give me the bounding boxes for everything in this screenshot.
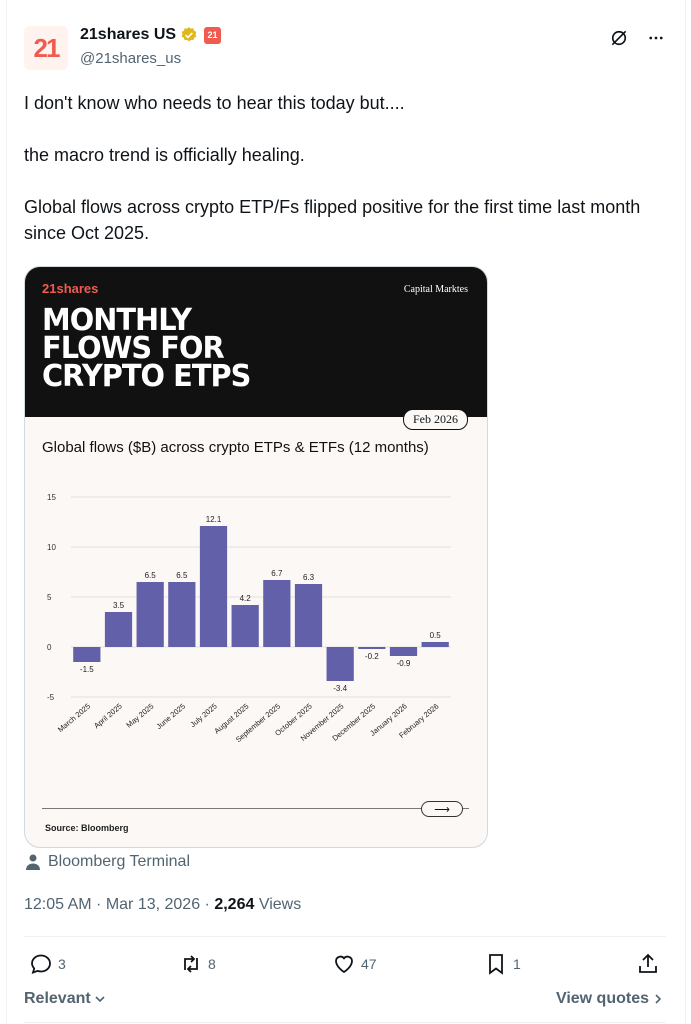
bar: [358, 647, 386, 649]
location-label[interactable]: Bloomberg Terminal: [48, 853, 190, 870]
data-label: -0.2: [365, 652, 379, 661]
action-bar: 3 8 47 1: [24, 952, 666, 978]
post-line: Global flows across crypto ETP/Fs flippe…: [24, 197, 641, 243]
data-label: 6.3: [303, 573, 315, 582]
view-quotes-link[interactable]: View quotes: [556, 990, 663, 1008]
bar: [73, 647, 101, 662]
bar: [104, 612, 133, 647]
chevron-right-icon: [655, 994, 662, 1004]
repost-button[interactable]: 8: [179, 952, 216, 976]
x-tick-label: July 2025: [188, 702, 218, 730]
bar: [168, 582, 196, 647]
y-tick-label: 15: [47, 493, 56, 502]
card-header: 21shares Capital Marktes MONTHLY FLOWS F…: [25, 267, 487, 417]
like-count: 47: [361, 956, 377, 972]
data-label: -0.9: [397, 659, 411, 668]
chart-title: Global flows ($B) across crypto ETPs & E…: [42, 439, 429, 456]
data-label: -1.5: [80, 665, 94, 674]
post-frame: [6, 0, 686, 1024]
location-row[interactable]: Bloomberg Terminal: [26, 853, 190, 871]
data-label: 6.7: [271, 569, 283, 578]
y-tick-label: 5: [47, 593, 52, 602]
post-line: the macro trend is officially healing.: [24, 145, 305, 165]
chart-source: Source: Bloomberg: [45, 823, 129, 833]
card-headline: MONTHLY FLOWS FOR CRYPTO ETPS: [42, 303, 251, 394]
y-tick-label: -5: [47, 693, 55, 702]
data-label: 6.5: [176, 571, 188, 580]
bar-chart: 15 10 5 0 -5 -1.5 March 2025 3.5 April 2025 6.5 Ma…: [47, 493, 451, 744]
x-tick-label: March 2025: [56, 702, 92, 734]
bookmark-icon: [489, 954, 503, 975]
org-badge-icon[interactable]: 21: [204, 26, 222, 44]
arrow-right-icon: ⟶: [421, 801, 463, 817]
sort-dropdown[interactable]: Relevant: [24, 990, 106, 1008]
avatar[interactable]: 21: [24, 26, 68, 70]
x-tick-label: June 2025: [154, 702, 187, 731]
repost-count: 8: [208, 956, 216, 972]
data-label: 12.1: [206, 515, 222, 524]
data-label: 4.2: [240, 594, 252, 603]
data-label: -3.4: [333, 684, 347, 693]
post-line: I don't know who needs to hear this toda…: [24, 93, 405, 113]
y-tick-label: 0: [47, 643, 52, 652]
reply-button[interactable]: 3: [29, 952, 66, 976]
post-meta: 12:05 AM · Mar 13, 2026 · 2,264 Views: [24, 896, 301, 914]
sort-label: Relevant: [24, 990, 91, 1007]
heart-icon: [335, 955, 353, 974]
y-tick-label: 10: [47, 543, 56, 552]
bookmark-count: 1: [513, 956, 521, 972]
post-time[interactable]: 12:05 AM · Mar 13, 2026 ·: [24, 896, 215, 913]
author-handle[interactable]: @21shares_us: [80, 50, 182, 67]
divider: [24, 936, 666, 937]
view-quotes-label: View quotes: [555, 990, 649, 1007]
repost-icon: [184, 955, 198, 973]
views-count: 2,264: [214, 896, 255, 913]
reply-icon: [31, 954, 51, 974]
x-tick-label: April 2025: [92, 702, 124, 731]
views-label: Views: [254, 896, 302, 913]
post-text: I don't know who needs to hear this toda…: [24, 90, 664, 246]
bar: [294, 584, 323, 647]
media-card[interactable]: 21shares Capital Marktes MONTHLY FLOWS F…: [24, 266, 488, 848]
divider: [42, 808, 469, 809]
share-button[interactable]: [636, 952, 660, 976]
x-tick-label: May 2025: [124, 702, 155, 730]
section-label: Capital Marktes: [403, 284, 468, 295]
chevron-down-icon: [95, 996, 105, 1003]
bar: [326, 647, 354, 681]
share-icon: [639, 953, 657, 973]
author-name-row[interactable]: 21shares US 21: [80, 26, 222, 44]
date-pill: Feb 2026: [403, 409, 468, 430]
bar: [389, 647, 418, 656]
data-label: 6.5: [145, 571, 157, 580]
verified-badge-icon: [181, 27, 197, 42]
bar: [263, 580, 291, 647]
author-name[interactable]: 21shares US: [80, 26, 177, 43]
bar: [136, 582, 164, 647]
grok-icon[interactable]: [609, 28, 629, 48]
divider: [24, 1022, 666, 1023]
bookmark-button[interactable]: 1: [484, 952, 521, 976]
more-icon[interactable]: [647, 29, 665, 47]
like-button[interactable]: 47: [332, 952, 377, 976]
bar: [421, 642, 449, 647]
data-label: 3.5: [113, 601, 125, 610]
person-icon: [26, 854, 40, 870]
bar: [199, 526, 228, 647]
data-label: 0.5: [430, 631, 442, 640]
brand-logo: 21shares: [42, 281, 99, 296]
bar: [231, 605, 259, 647]
reply-count: 3: [58, 956, 66, 972]
